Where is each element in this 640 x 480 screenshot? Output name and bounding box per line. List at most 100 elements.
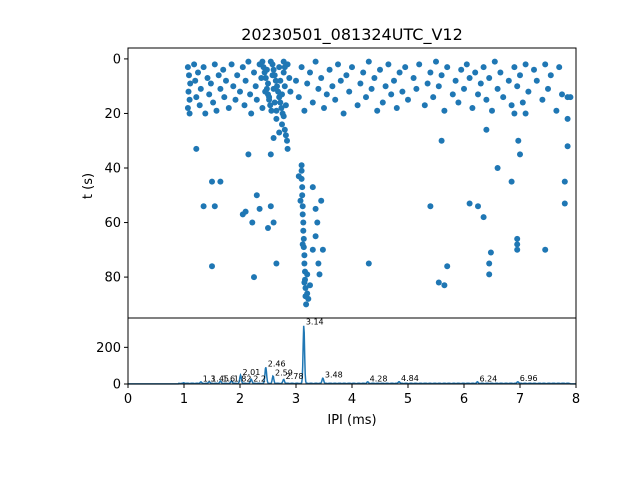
raster-point bbox=[494, 85, 501, 92]
raster-point bbox=[267, 102, 274, 109]
raster-point bbox=[304, 271, 311, 278]
raster-point bbox=[234, 72, 241, 79]
raster-point bbox=[299, 203, 306, 210]
raster-point bbox=[307, 282, 313, 289]
raster-point bbox=[302, 285, 309, 291]
raster-point bbox=[251, 274, 257, 281]
peak-label: 6.24 bbox=[479, 375, 497, 384]
raster-point bbox=[280, 58, 287, 65]
raster-point bbox=[270, 219, 277, 226]
y-tick-label: 0 bbox=[113, 52, 121, 67]
raster-point bbox=[435, 83, 442, 90]
raster-point bbox=[186, 96, 193, 103]
raster-point bbox=[200, 64, 207, 71]
raster-point bbox=[279, 121, 285, 128]
raster-point bbox=[298, 64, 305, 71]
raster-point bbox=[452, 77, 459, 84]
peak-label: 4.84 bbox=[401, 374, 419, 383]
raster-point bbox=[416, 61, 423, 68]
raster-point bbox=[300, 235, 307, 242]
raster-point bbox=[282, 102, 289, 109]
raster-point bbox=[266, 96, 273, 103]
raster-point bbox=[547, 72, 554, 79]
raster-point bbox=[444, 64, 451, 71]
raster-point bbox=[209, 178, 215, 185]
raster-point bbox=[304, 80, 311, 87]
raster-point bbox=[444, 263, 451, 270]
raster-point bbox=[217, 85, 224, 92]
raster-point bbox=[433, 58, 439, 65]
raster-point bbox=[299, 184, 306, 191]
y-tick-label: 40 bbox=[104, 162, 121, 177]
raster-point bbox=[438, 72, 445, 79]
raster-point bbox=[304, 290, 311, 297]
raster-point bbox=[511, 110, 518, 117]
raster-point bbox=[248, 110, 255, 117]
raster-point bbox=[363, 94, 369, 101]
raster-point bbox=[545, 85, 551, 92]
peak-label: 2.46 bbox=[268, 360, 286, 369]
peak-label: 2.78 bbox=[286, 372, 304, 381]
raster-point bbox=[259, 105, 266, 111]
chart-title: 20230501_081324UTC_V12 bbox=[241, 25, 463, 45]
raster-point bbox=[494, 165, 501, 171]
raster-point bbox=[301, 107, 308, 114]
raster-point bbox=[263, 85, 270, 92]
raster-point bbox=[486, 260, 493, 267]
x-tick-label: 1 bbox=[180, 392, 188, 407]
raster-point bbox=[197, 85, 204, 92]
raster-point bbox=[449, 91, 456, 98]
raster-point bbox=[514, 83, 521, 90]
raster-point bbox=[272, 77, 279, 84]
raster-point bbox=[286, 75, 293, 81]
raster-point bbox=[522, 110, 529, 117]
raster-point bbox=[567, 94, 574, 101]
raster-point bbox=[262, 75, 269, 81]
raster-point bbox=[184, 105, 191, 111]
raster-point bbox=[287, 88, 294, 95]
raster-point bbox=[379, 99, 386, 106]
x-tick-label: 3 bbox=[292, 392, 300, 407]
raster-point bbox=[247, 91, 254, 98]
raster-point bbox=[553, 107, 560, 114]
raster-point bbox=[522, 61, 529, 68]
raster-point bbox=[475, 203, 481, 210]
raster-point bbox=[497, 69, 504, 76]
raster-point bbox=[202, 110, 209, 117]
raster-point bbox=[221, 94, 228, 101]
raster-point bbox=[281, 64, 288, 71]
raster-point bbox=[301, 252, 308, 259]
raster-point bbox=[277, 77, 284, 84]
raster-point bbox=[239, 64, 246, 71]
raster-point bbox=[483, 96, 490, 103]
y-tick-label: 80 bbox=[104, 271, 121, 286]
raster-point bbox=[186, 72, 192, 79]
raster-point bbox=[391, 77, 397, 84]
raster-point bbox=[200, 203, 207, 210]
raster-point bbox=[281, 83, 288, 90]
raster-point bbox=[261, 69, 268, 76]
raster-point bbox=[475, 91, 481, 98]
raster-point bbox=[213, 107, 220, 114]
raster-point bbox=[271, 99, 278, 106]
raster-point bbox=[265, 225, 271, 231]
raster-point bbox=[332, 96, 339, 103]
raster-point bbox=[256, 205, 263, 212]
peak-label: 1.6 bbox=[222, 375, 235, 384]
raster-point bbox=[204, 75, 211, 81]
raster-point bbox=[533, 77, 540, 84]
raster-point bbox=[346, 88, 353, 95]
raster-point bbox=[321, 105, 327, 111]
raster-point bbox=[307, 69, 313, 76]
raster-point bbox=[280, 69, 287, 76]
raster-point bbox=[191, 61, 198, 68]
raster-point bbox=[505, 77, 512, 84]
raster-plot bbox=[184, 58, 574, 308]
peak-label: 2.2 bbox=[253, 375, 266, 384]
raster-point bbox=[193, 145, 200, 152]
raster-point bbox=[245, 151, 252, 158]
raster-point bbox=[269, 61, 276, 68]
raster-point bbox=[343, 72, 350, 79]
raster-point bbox=[210, 99, 217, 106]
raster-point bbox=[318, 197, 325, 204]
